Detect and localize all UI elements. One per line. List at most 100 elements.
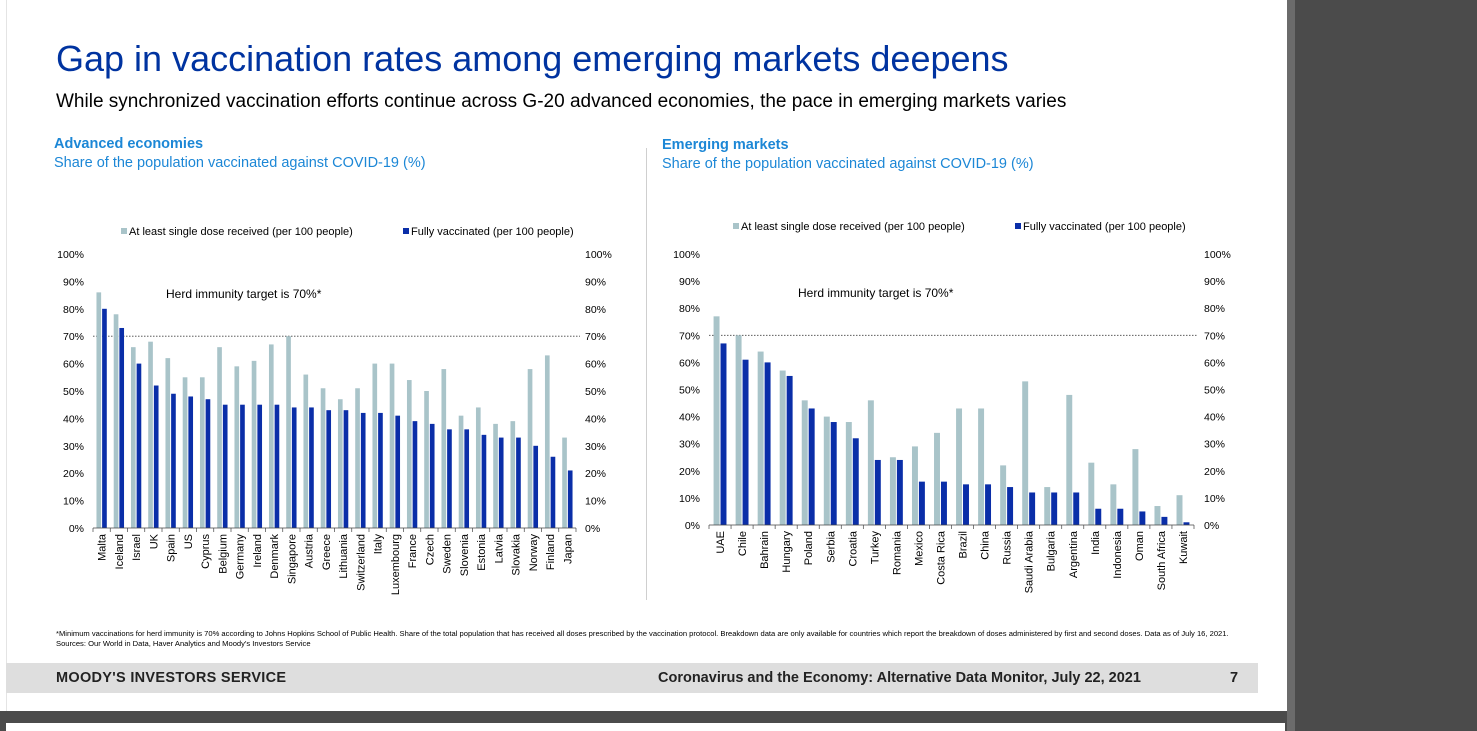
advanced-category-label: Cyprus xyxy=(200,534,212,569)
page-subtitle: While synchronized vaccination efforts c… xyxy=(56,91,1067,112)
advanced-category-label: Luxembourg xyxy=(390,534,402,595)
panel-divider xyxy=(646,148,647,600)
advanced-bar-single-dose xyxy=(268,344,274,528)
emerging-ytick-right: 10% xyxy=(1204,493,1225,505)
footer-publisher: MOODY'S INVESTORS SERVICE xyxy=(56,670,287,686)
advanced-bar-fully-vaccinated xyxy=(119,327,125,528)
advanced-bar-fully-vaccinated xyxy=(309,407,314,528)
emerging-markets-chart-svg: 0% 0% 10% 10% 20% 20% 30% 30% 40% 40% 50% 50% 60% 60%… xyxy=(673,221,1231,593)
emerging-ytick-right: 20% xyxy=(1204,466,1225,478)
sources-text: Sources: Our World in Data, Haver Analyt… xyxy=(56,638,311,648)
emerging-bar-fully-vaccinated xyxy=(1095,508,1102,525)
advanced-bar-single-dose xyxy=(130,347,136,528)
advanced-legend-swatch-fully-vaccinated xyxy=(403,228,409,234)
advanced-bar-single-dose xyxy=(562,437,567,528)
advanced-economies-chart-svg: 0% 0% 10% 10% 20% 20% 30% 30% 40% 40% 50% 50% 60% 60%… xyxy=(57,226,612,595)
advanced-bar-fully-vaccinated xyxy=(257,404,263,528)
advanced-category-label: US xyxy=(183,534,195,549)
advanced-bar-fully-vaccinated xyxy=(550,456,556,528)
emerging-bar-fully-vaccinated xyxy=(830,422,837,525)
emerging-bar-fully-vaccinated xyxy=(1139,511,1146,525)
emerging-category-label: Bulgaria xyxy=(1046,530,1058,571)
emerging-ytick-right: 70% xyxy=(1204,330,1225,342)
advanced-category-label: Greece xyxy=(321,534,333,570)
advanced-ytick-right: 70% xyxy=(585,331,606,343)
emerging-category-label: Mexico xyxy=(913,531,925,566)
advanced-category-label: Slovenia xyxy=(459,533,471,576)
advanced-category-label: Japan xyxy=(562,534,574,564)
emerging-bar-fully-vaccinated xyxy=(985,484,992,525)
emerging-ytick-left: 50% xyxy=(679,385,700,397)
viewer-background-right xyxy=(1287,0,1477,731)
advanced-ytick-right: 20% xyxy=(585,468,606,480)
advanced-ytick-right: 80% xyxy=(585,304,606,316)
advanced-ytick-left: 50% xyxy=(63,386,84,398)
advanced-bar-single-dose xyxy=(458,415,464,528)
advanced-category-label: Austria xyxy=(304,533,316,568)
advanced-bar-single-dose xyxy=(234,366,240,528)
advanced-category-label: Norway xyxy=(528,534,540,572)
emerging-category-label: Hungary xyxy=(781,531,793,573)
emerging-ytick-right: 100% xyxy=(1204,249,1231,261)
advanced-legend-swatch-single-dose xyxy=(121,228,127,234)
advanced-bar-single-dose xyxy=(510,421,516,528)
advanced-bar-single-dose xyxy=(527,369,533,528)
advanced-bar-single-dose xyxy=(441,369,447,528)
emerging-bar-fully-vaccinated xyxy=(1029,492,1036,525)
advanced-ytick-left: 0% xyxy=(69,523,84,535)
advanced-bar-fully-vaccinated xyxy=(429,423,435,528)
emerging-category-label: Romania xyxy=(891,530,903,575)
advanced-panel-title: Advanced economies xyxy=(54,136,204,152)
advanced-bar-fully-vaccinated xyxy=(567,470,573,528)
emerging-bar-single-dose xyxy=(801,400,808,525)
advanced-bar-single-dose xyxy=(182,377,188,528)
advanced-ytick-left: 90% xyxy=(63,276,84,288)
advanced-category-label: Slovakia xyxy=(511,533,523,575)
advanced-bar-fully-vaccinated xyxy=(378,412,383,528)
advanced-bar-fully-vaccinated xyxy=(291,407,297,528)
advanced-panel-subtitle: Share of the population vaccinated again… xyxy=(54,155,426,171)
emerging-bar-single-dose xyxy=(1044,487,1051,525)
advanced-category-label: Latvia xyxy=(493,533,505,563)
advanced-ytick-right: 30% xyxy=(585,441,606,453)
advanced-ytick-left: 20% xyxy=(63,468,84,480)
advanced-bar-fully-vaccinated xyxy=(447,429,452,528)
advanced-bar-fully-vaccinated xyxy=(171,393,176,528)
emerging-bar-fully-vaccinated xyxy=(1073,492,1080,525)
emerging-category-label: Kuwait xyxy=(1178,531,1190,564)
advanced-ytick-left: 10% xyxy=(63,496,84,508)
advanced-bar-single-dose xyxy=(113,314,119,528)
emerging-bar-single-dose xyxy=(1088,462,1095,525)
emerging-bar-fully-vaccinated xyxy=(1183,522,1190,525)
advanced-bar-fully-vaccinated xyxy=(481,434,487,528)
advanced-bar-fully-vaccinated xyxy=(240,404,245,528)
emerging-bar-single-dose xyxy=(713,316,720,525)
advanced-legend-fully-vaccinated: Fully vaccinated (per 100 people) xyxy=(411,226,574,238)
emerging-bar-fully-vaccinated xyxy=(852,438,859,525)
emerging-category-label: Chile xyxy=(737,531,749,556)
advanced-bar-fully-vaccinated xyxy=(360,412,366,528)
emerging-legend-fully-vaccinated: Fully vaccinated (per 100 people) xyxy=(1023,221,1186,233)
emerging-bar-single-dose xyxy=(978,408,985,525)
emerging-bar-single-dose xyxy=(867,400,874,525)
advanced-bar-fully-vaccinated xyxy=(102,308,107,528)
advanced-bar-fully-vaccinated xyxy=(222,404,228,528)
emerging-bar-single-dose xyxy=(911,446,918,525)
advanced-category-label: Italy xyxy=(373,534,385,555)
advanced-bar-fully-vaccinated xyxy=(464,429,470,528)
emerging-ytick-right: 50% xyxy=(1204,385,1225,397)
advanced-bar-fully-vaccinated xyxy=(274,404,280,528)
emerging-category-label: Serbia xyxy=(825,530,837,563)
advanced-ytick-left: 40% xyxy=(63,413,84,425)
emerging-ytick-left: 0% xyxy=(685,520,700,532)
emerging-ytick-right: 0% xyxy=(1204,520,1219,532)
emerging-ytick-left: 70% xyxy=(679,330,700,342)
advanced-bar-single-dose xyxy=(337,399,343,528)
emerging-ytick-right: 90% xyxy=(1204,276,1225,288)
emerging-bar-fully-vaccinated xyxy=(874,459,881,525)
advanced-category-label: Ireland xyxy=(252,534,264,568)
emerging-ytick-left: 90% xyxy=(679,276,700,288)
emerging-bar-single-dose xyxy=(757,351,764,525)
advanced-category-label: Iceland xyxy=(114,534,126,569)
advanced-bar-single-dose xyxy=(199,377,205,528)
